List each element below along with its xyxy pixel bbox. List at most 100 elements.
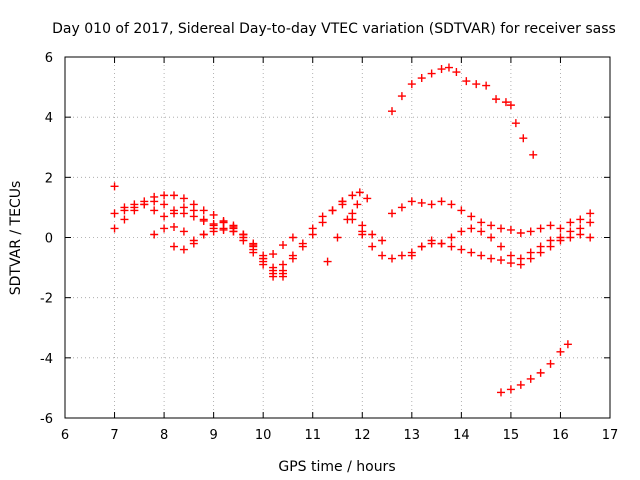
y-tick-label: 4 <box>45 111 53 126</box>
series-arc-h <box>388 197 595 237</box>
data-point <box>368 242 377 251</box>
x-tick-label: 13 <box>404 428 421 443</box>
x-tick-label: 11 <box>304 428 321 443</box>
data-point <box>160 200 169 209</box>
data-point <box>516 254 525 263</box>
data-point <box>529 150 538 159</box>
series-arc-e <box>170 218 287 278</box>
data-point <box>417 242 426 251</box>
data-point <box>427 200 436 209</box>
data-point <box>160 224 169 233</box>
data-point <box>447 242 456 251</box>
x-tick-label: 15 <box>503 428 520 443</box>
data-point <box>170 222 178 231</box>
data-point <box>519 134 528 143</box>
data-point <box>497 224 505 233</box>
data-point <box>566 218 575 227</box>
x-tick-label: 10 <box>255 428 272 443</box>
series-arc-high <box>388 63 538 159</box>
data-point <box>576 224 585 233</box>
x-tick-label: 7 <box>110 428 118 443</box>
data-point <box>288 233 297 242</box>
series-arc-low <box>497 340 572 397</box>
data-point <box>546 221 555 230</box>
data-point <box>308 230 317 239</box>
data-point <box>501 98 510 107</box>
series-arc-f <box>323 194 372 266</box>
data-point <box>179 227 188 236</box>
data-point <box>219 225 228 234</box>
data-point <box>388 107 396 116</box>
data-point <box>536 368 545 377</box>
series-arc-j <box>338 197 387 245</box>
data-point <box>388 254 396 263</box>
data-point <box>397 92 406 101</box>
data-point <box>526 227 535 236</box>
data-point <box>556 233 565 242</box>
data-point <box>199 215 208 224</box>
data-point <box>199 206 208 215</box>
data-point <box>189 206 198 215</box>
data-point <box>150 206 159 215</box>
data-point <box>457 245 466 254</box>
data-point <box>556 224 565 233</box>
data-point <box>150 230 159 239</box>
data-point <box>487 254 496 263</box>
data-point <box>516 380 525 389</box>
data-point <box>397 203 406 212</box>
data-point <box>536 224 545 233</box>
data-point <box>318 218 327 227</box>
data-point <box>170 191 178 200</box>
data-point <box>249 242 258 251</box>
y-axis-label: SDTVAR / TECUs <box>8 181 24 296</box>
data-point <box>328 206 337 215</box>
data-point <box>506 101 515 110</box>
data-point <box>427 236 436 245</box>
data-point <box>536 242 545 251</box>
data-point <box>338 197 347 206</box>
data-point <box>269 250 278 259</box>
data-point <box>160 212 169 221</box>
data-point <box>323 257 332 266</box>
data-point <box>477 227 486 236</box>
data-point <box>110 182 119 191</box>
y-tick-label: 6 <box>45 51 53 66</box>
data-point <box>333 233 342 242</box>
series-arc-d <box>150 222 287 281</box>
data-point <box>437 239 446 248</box>
data-point <box>229 221 238 230</box>
data-point <box>586 218 595 227</box>
x-tick-label: 16 <box>552 428 569 443</box>
data-point <box>407 251 416 260</box>
data-point <box>437 65 446 74</box>
data-point <box>298 242 307 251</box>
data-point <box>576 215 585 224</box>
data-point <box>120 206 129 215</box>
data-point <box>467 224 476 233</box>
data-point <box>477 251 486 260</box>
data-point <box>388 209 396 218</box>
data-point <box>492 95 501 104</box>
data-point <box>444 63 453 72</box>
data-point <box>516 228 525 237</box>
data-point <box>170 242 178 251</box>
data-point <box>120 215 129 224</box>
data-point <box>487 221 496 230</box>
y-tick-label: 2 <box>45 171 53 186</box>
chart-title: Day 010 of 2017, Sidereal Day-to-day VTE… <box>52 21 616 37</box>
data-point <box>462 77 471 86</box>
data-point <box>179 194 188 203</box>
data-point <box>160 191 169 200</box>
data-point <box>397 251 406 260</box>
data-point <box>343 215 352 224</box>
data-point <box>457 227 466 236</box>
y-tick-label: -2 <box>40 292 53 307</box>
data-point <box>452 68 461 77</box>
data-point <box>363 194 372 203</box>
data-point <box>447 200 456 209</box>
data-point <box>239 230 248 239</box>
data-point <box>457 206 466 215</box>
data-point <box>378 236 387 245</box>
data-point <box>179 203 188 212</box>
data-point <box>110 224 119 233</box>
